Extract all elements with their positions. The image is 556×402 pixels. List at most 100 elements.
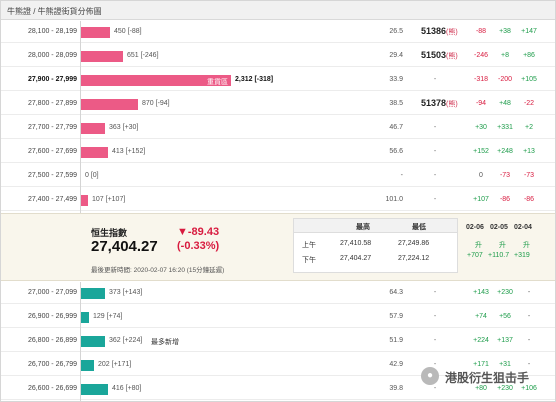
daily-change: - (527, 337, 531, 344)
bar-value: 0 [0] (85, 172, 99, 179)
bull-bar[interactable] (81, 147, 108, 158)
strike-range: 27,400 - 27,499 (27, 196, 77, 203)
call-level: 42.9 (389, 361, 403, 368)
call-level: 64.3 (389, 289, 403, 296)
bar-value: 2,312 [-318] (235, 76, 274, 83)
strike-range: 28,000 - 28,099 (27, 52, 77, 59)
hsi-change: ▼-89.43 (177, 226, 220, 238)
daily-change: +13 (523, 148, 535, 155)
bull-bar[interactable] (81, 27, 110, 38)
daily-change: -246 (473, 52, 488, 59)
bull-bar[interactable] (81, 195, 88, 206)
daily-change: -73 (499, 172, 511, 179)
bull-row: 27,700 - 27,799 363 [+30] 46.7 - +30 +331 +2 (1, 117, 555, 139)
call-level: 101.0 (385, 196, 403, 203)
call-level: 56.6 (389, 148, 403, 155)
bear-row: 27,000 - 27,099 373 [+143] 64.3 - +143 +230 - (1, 282, 555, 304)
breadcrumb[interactable]: 牛熊證 / 牛熊證街貨分佈圖 (1, 1, 555, 20)
daily-change: -86 (523, 196, 535, 203)
daily-change: -22 (523, 100, 535, 107)
session-high: 27,404.27 (340, 255, 372, 262)
call-level: 26.5 (389, 28, 403, 35)
hsi-summary: 恒生指數 27,404.27 ▼-89.43 (-0.33%) 最後更新時間: … (1, 213, 555, 281)
bar-value: 202 [+171] (98, 361, 132, 368)
daily-change: -200 (497, 76, 512, 83)
bull-bar[interactable] (81, 99, 138, 110)
date-change: +707 (467, 252, 483, 259)
rise-label: 升 (523, 242, 530, 249)
bear-bar[interactable] (81, 288, 105, 299)
warrant-code-cell[interactable]: 51386(熊) (421, 26, 476, 37)
watermark-text: 港股衍生狙击手 (445, 371, 530, 385)
high-header: 最高 (356, 224, 370, 231)
call-level: 38.5 (389, 100, 403, 107)
bar-value: 450 [-88] (114, 28, 142, 35)
bull-row: 27,900 - 27,999 重貨區 2,312 [-318] 33.9 - -318 -… (1, 69, 555, 91)
hsi-value: 27,404.27 (91, 238, 158, 255)
daily-change: +31 (499, 361, 511, 368)
daily-change: +230 (497, 385, 513, 392)
bear-bar[interactable] (81, 360, 94, 371)
bear-tag: (熊) (446, 29, 458, 36)
daily-change: - (527, 361, 531, 368)
bar-value: 416 [+80] (112, 385, 142, 392)
bar-value: 870 [-94] (142, 100, 170, 107)
bull-row: 27,400 - 27,499 107 [+107] 101.0 - +107 -86 -8… (1, 189, 555, 211)
warrant-code[interactable]: 51386 (421, 26, 447, 36)
date-label: 02-06 (466, 224, 484, 231)
daily-change: - (527, 313, 531, 320)
strike-range: 27,000 - 27,099 (27, 289, 77, 296)
daily-change: +171 (473, 361, 489, 368)
rise-label: 升 (499, 242, 506, 249)
daily-change: +105 (521, 76, 537, 83)
empty-cell: - (433, 148, 437, 155)
bar-value: 373 [+143] (109, 289, 143, 296)
session-label: 下午 (302, 257, 316, 264)
empty-cell: - (433, 196, 437, 203)
date-label: 02-05 (490, 224, 508, 231)
daily-change: +147 (521, 28, 537, 35)
call-level: 57.9 (389, 313, 403, 320)
session-label: 上午 (302, 242, 316, 249)
daily-change: +38 (499, 28, 511, 35)
bull-bar[interactable] (81, 123, 105, 134)
daily-change: -88 (475, 28, 487, 35)
call-level: 29.4 (389, 52, 403, 59)
bar-value: 651 [-246] (127, 52, 159, 59)
empty-cell: - (433, 361, 437, 368)
bull-bar[interactable]: 重貨區 (81, 75, 231, 86)
bear-tag: (熊) (446, 101, 458, 108)
watermark: ● 港股衍生狙击手 (421, 365, 551, 387)
daily-change: -86 (499, 196, 511, 203)
bear-tag: (熊) (446, 53, 458, 60)
call-level: - (400, 172, 403, 179)
bear-bar[interactable] (81, 384, 108, 395)
daily-change: - (527, 289, 531, 296)
date-change: +319 (514, 252, 530, 259)
daily-change: -94 (475, 100, 487, 107)
empty-cell: - (433, 76, 437, 83)
warrant-code-cell[interactable]: 51503(熊) (421, 50, 476, 61)
bull-bar[interactable] (81, 51, 123, 62)
strike-range: 26,700 - 26,799 (27, 361, 77, 368)
session-low: 27,224.12 (398, 255, 430, 262)
call-level: 33.9 (389, 76, 403, 83)
call-level: 51.9 (389, 337, 403, 344)
bear-row: 26,700 - 26,799 202 [+171] 42.9 - +171 +31 - (1, 354, 555, 376)
daily-change: +80 (475, 385, 487, 392)
daily-change: -318 (473, 76, 488, 83)
session-low: 27,249.86 (398, 240, 430, 247)
warrant-code[interactable]: 51503 (421, 50, 447, 60)
warrant-code-cell[interactable]: 51378(熊) (421, 98, 476, 109)
divider (80, 282, 81, 401)
session-high: 27,410.58 (340, 240, 372, 247)
bull-row: 27,800 - 27,899 870 [-94] 38.5 51378(熊) -94 +… (1, 93, 555, 115)
empty-cell: - (433, 289, 437, 296)
empty-cell: - (433, 124, 437, 131)
bear-bar[interactable] (81, 336, 105, 347)
warrant-code[interactable]: 51378 (421, 98, 447, 108)
bear-bar[interactable] (81, 312, 89, 323)
bar-value: 413 [+152] (112, 148, 146, 155)
daily-change: +30 (475, 124, 487, 131)
daily-change: +248 (497, 148, 513, 155)
